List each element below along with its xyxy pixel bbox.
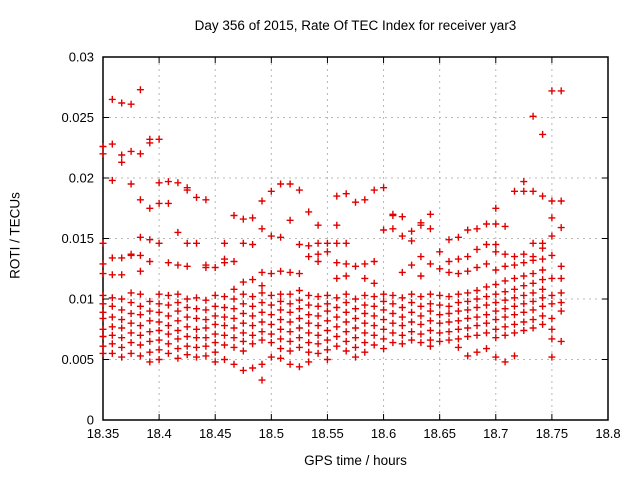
y-tick-label: 0: [87, 413, 94, 428]
x-axis-label: GPS time / hours: [304, 453, 407, 468]
y-tick-label: 0.03: [69, 50, 94, 65]
y-tick-label: 0.005: [61, 352, 94, 367]
x-tick-label: 18.75: [536, 426, 569, 441]
y-tick-label: 0.015: [61, 231, 94, 246]
plot-border: [102, 56, 609, 421]
data-points: [99, 86, 565, 384]
x-tick-label: 18.7: [483, 426, 508, 441]
x-tick-label: 18.4: [146, 426, 171, 441]
grid-lines: [103, 57, 608, 420]
y-tick-label: 0.01: [69, 292, 94, 307]
y-tick-label: 0.02: [69, 171, 94, 186]
x-tick-label: 18.55: [311, 426, 344, 441]
y-tick-label: 0.025: [61, 110, 94, 125]
x-tick-label: 18.6: [371, 426, 396, 441]
x-tick-label: 18.35: [87, 426, 120, 441]
x-tick-label: 18.5: [259, 426, 284, 441]
x-tick-label: 18.65: [423, 426, 456, 441]
x-tick-label: 18.45: [199, 426, 232, 441]
chart-title: Day 356 of 2015, Rate Of TEC Index for r…: [194, 18, 517, 33]
x-tick-label: 18.8: [595, 426, 620, 441]
